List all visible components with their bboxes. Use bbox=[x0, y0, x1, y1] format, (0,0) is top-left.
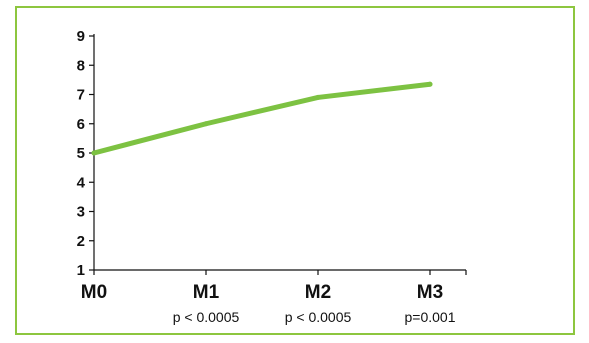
chart-axes bbox=[93, 34, 466, 271]
y-tick-label: 1 bbox=[77, 262, 85, 279]
y-tick-label: 9 bbox=[77, 28, 85, 45]
data-point bbox=[315, 94, 321, 100]
x-tick-label: M3 bbox=[417, 282, 443, 303]
y-tick-label: 4 bbox=[77, 174, 86, 191]
x-axis-ticks: M0 M1 p < 0.0005 M2 p < 0.0005 M3 p=0.001 bbox=[81, 270, 467, 325]
p-value-label: p=0.001 bbox=[405, 309, 456, 325]
x-tick-label: M0 bbox=[81, 282, 107, 303]
p-value-label: p < 0.0005 bbox=[173, 309, 240, 325]
x-tick-label: M2 bbox=[305, 282, 331, 303]
y-tick-label: 3 bbox=[77, 204, 85, 221]
chart-frame bbox=[15, 6, 575, 335]
p-value-label: p < 0.0005 bbox=[285, 309, 352, 325]
data-point bbox=[427, 81, 433, 87]
series-layer bbox=[91, 81, 433, 156]
data-point bbox=[203, 121, 209, 127]
y-tick-label: 2 bbox=[77, 233, 85, 250]
series-line bbox=[91, 81, 433, 156]
y-tick-label: 5 bbox=[77, 145, 85, 162]
y-axis-ticks: 1 2 3 4 5 6 7 8 9 bbox=[77, 28, 94, 279]
y-tick-label: 6 bbox=[77, 116, 85, 133]
y-tick-label: 7 bbox=[77, 87, 85, 104]
x-tick-label: M1 bbox=[193, 282, 220, 303]
y-tick-label: 8 bbox=[77, 57, 85, 74]
data-point bbox=[91, 150, 97, 156]
